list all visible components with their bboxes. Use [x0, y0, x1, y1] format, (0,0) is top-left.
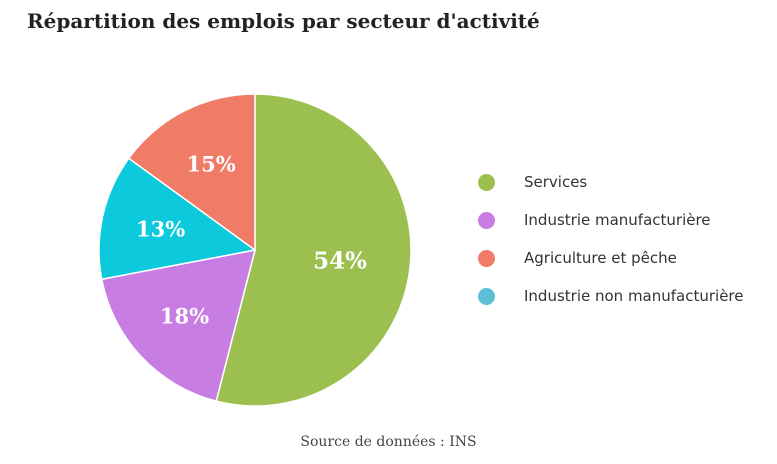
legend-label-agriculture-peche: Agriculture et pêche: [524, 249, 677, 267]
pie-label-agriculture-peche: 15%: [186, 151, 235, 176]
pie-label-services: 54%: [313, 247, 367, 274]
pie-label-industrie-manufacturiere: 18%: [160, 304, 209, 329]
legend-item-agriculture-peche[interactable]: Agriculture et pêche: [478, 239, 744, 277]
pie-slice-agriculture-peche[interactable]: [127, 93, 256, 252]
data-source-note: Source de données : INS: [300, 434, 477, 450]
legend-item-industrie-non-manufacturiere[interactable]: Industrie non manufacturière: [478, 277, 744, 315]
pie-slice-industrie-manufacturiere[interactable]: [100, 249, 257, 403]
legend-swatch-industrie-non-manufacturiere: [478, 287, 495, 305]
legend-swatch-services: [478, 173, 495, 191]
legend-item-industrie-manufacturiere[interactable]: Industrie manufacturière: [478, 201, 744, 239]
legend-label-industrie-non-manufacturiere: Industrie non manufacturière: [524, 287, 744, 305]
chart-legend: Services Industrie manufacturière Agricu…: [478, 163, 744, 315]
chart-title: Répartition des emplois par secteur d'ac…: [27, 9, 540, 33]
legend-swatch-agriculture-peche: [478, 249, 495, 267]
legend-label-industrie-manufacturiere: Industrie manufacturière: [524, 211, 711, 229]
pie-slice-services[interactable]: [215, 93, 412, 407]
legend-item-services[interactable]: Services: [478, 163, 744, 201]
legend-label-services: Services: [524, 173, 588, 191]
legend-swatch-industrie-manufacturiere: [478, 211, 495, 229]
pie-slice-industrie-non-manufacturiere[interactable]: [98, 157, 257, 281]
pie-label-industrie-non-manufacturiere: 13%: [136, 216, 185, 241]
